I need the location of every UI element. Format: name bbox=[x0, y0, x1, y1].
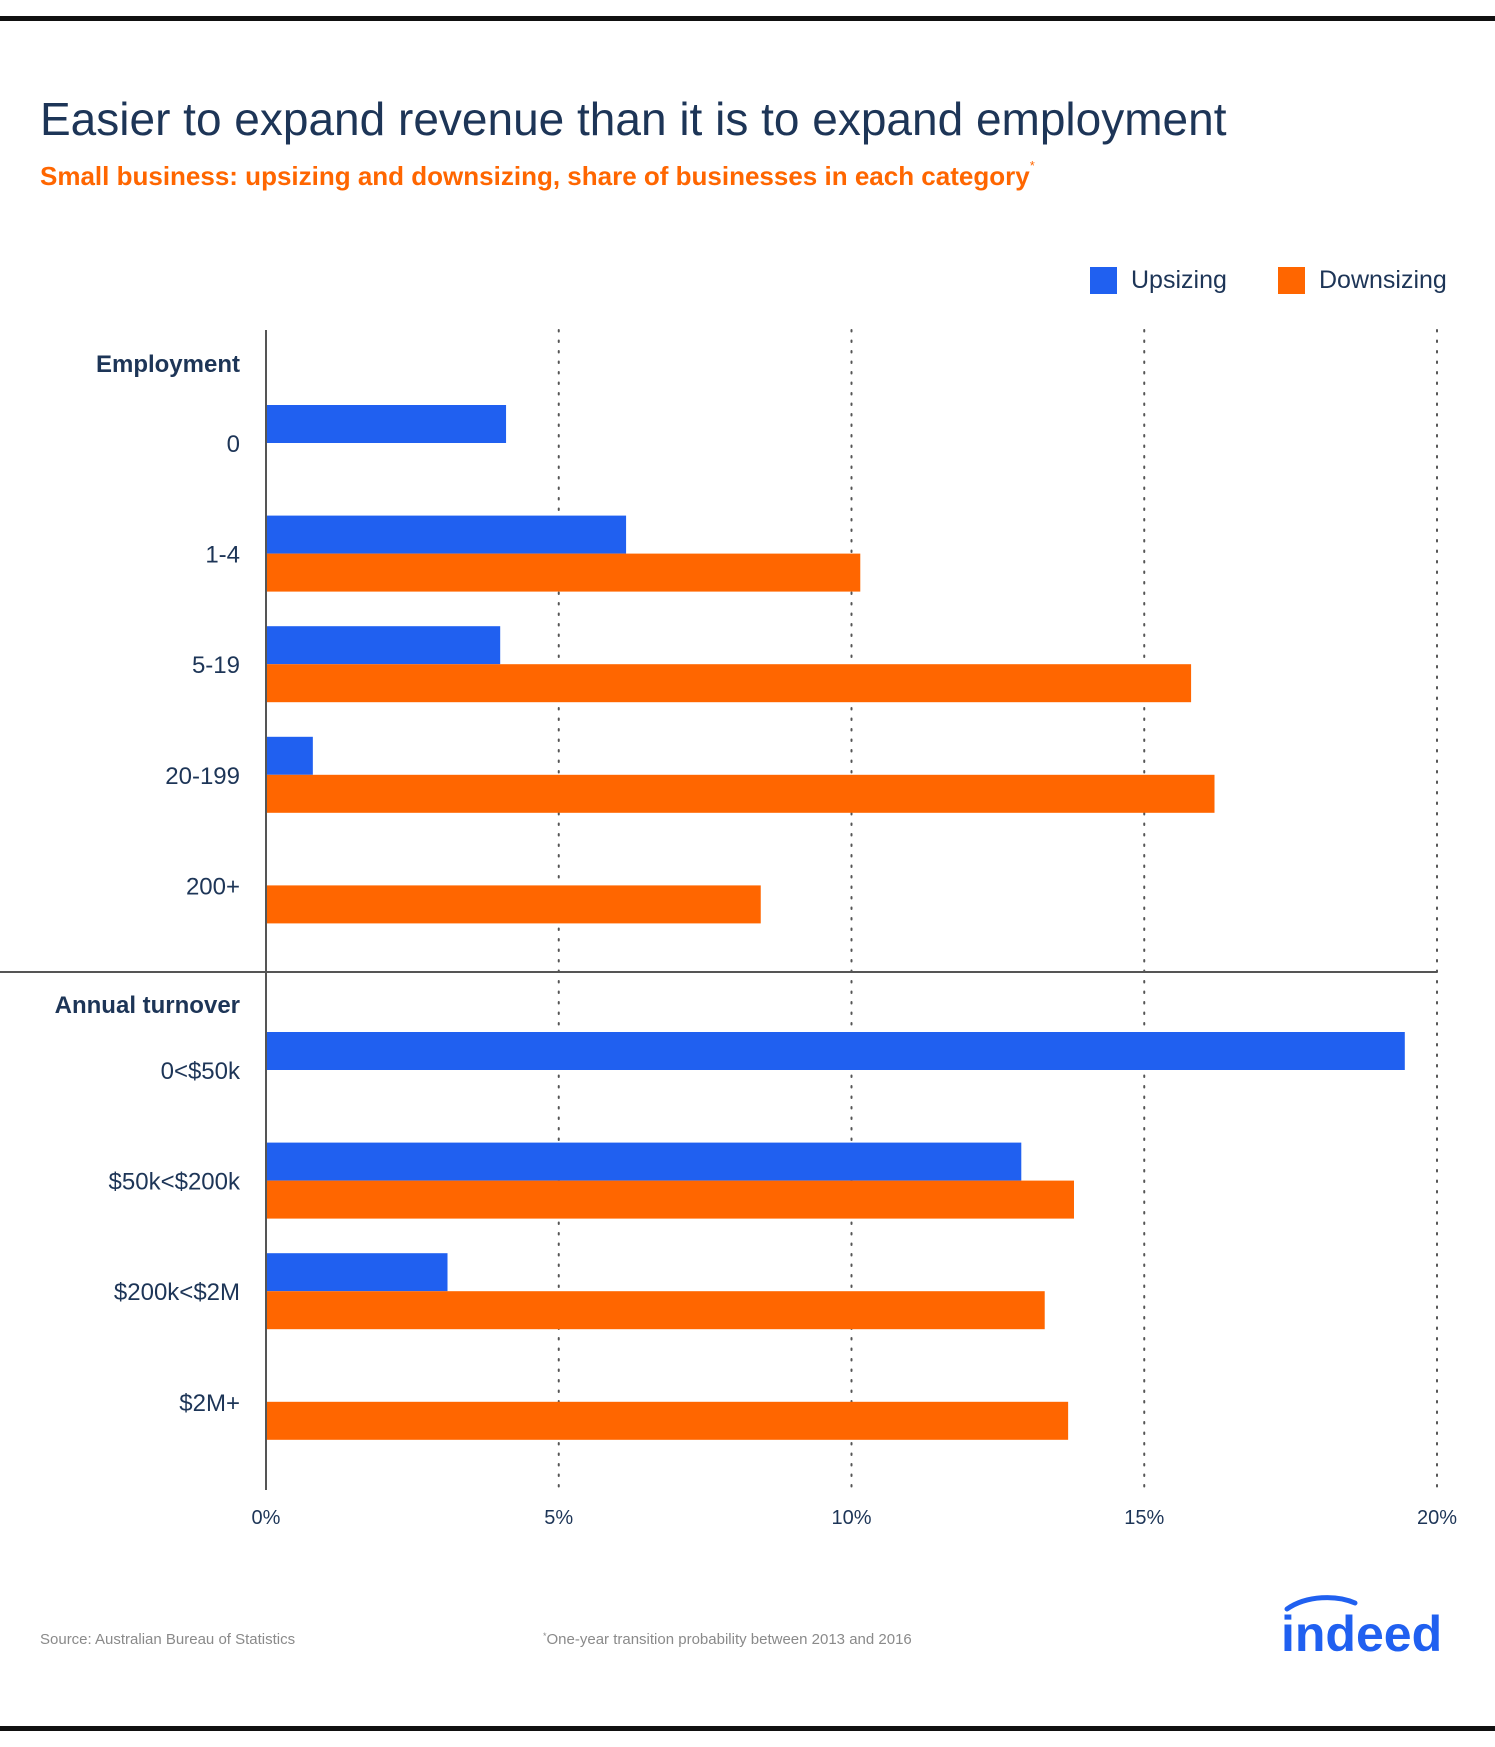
bar-downsizing bbox=[266, 553, 861, 592]
legend-item-upsizing: Upsizing bbox=[1090, 266, 1227, 295]
bar-upsizing bbox=[266, 626, 501, 665]
group-header: Employment bbox=[96, 351, 240, 378]
x-tick-label: 5% bbox=[544, 1507, 573, 1529]
group-header: Annual turnover bbox=[55, 992, 240, 1019]
bar-downsizing bbox=[266, 1180, 1074, 1219]
chart-title: Easier to expand revenue than it is to e… bbox=[40, 93, 1227, 145]
footnote-marker: * bbox=[543, 1631, 547, 1641]
top-rule bbox=[0, 16, 1495, 21]
subtitle-footnote-marker: * bbox=[1029, 158, 1035, 173]
bar-downsizing bbox=[266, 1291, 1045, 1330]
legend-label-downsizing: Downsizing bbox=[1319, 266, 1447, 294]
bar-upsizing bbox=[266, 1253, 448, 1292]
category-label: 0<$50k bbox=[161, 1058, 241, 1085]
legend-label-upsizing: Upsizing bbox=[1131, 266, 1227, 294]
bar-downsizing bbox=[266, 774, 1215, 813]
bar-upsizing bbox=[266, 1142, 1022, 1181]
bottom-rule bbox=[0, 1726, 1495, 1731]
bar-upsizing bbox=[266, 405, 507, 443]
category-label: $2M+ bbox=[179, 1390, 240, 1417]
category-label: $200k<$2M bbox=[114, 1279, 240, 1306]
subtitle-text: Small business: upsizing and downsizing,… bbox=[40, 161, 1030, 191]
legend-swatch-upsizing bbox=[1090, 267, 1117, 294]
legend-swatch-downsizing bbox=[1278, 267, 1305, 294]
bar-upsizing bbox=[266, 1032, 1405, 1070]
category-label: 1-4 bbox=[205, 542, 240, 569]
legend-item-downsizing: Downsizing bbox=[1278, 266, 1447, 295]
bar-downsizing bbox=[266, 885, 761, 924]
bar-upsizing bbox=[266, 736, 313, 775]
x-tick-label: 0% bbox=[252, 1507, 281, 1529]
category-label: 5-19 bbox=[192, 652, 240, 679]
footnote: *One-year transition probability between… bbox=[543, 1631, 912, 1648]
bar-downsizing bbox=[266, 664, 1192, 703]
category-label: 0 bbox=[227, 431, 240, 458]
x-tick-label: 15% bbox=[1124, 1507, 1164, 1529]
category-label: $50k<$200k bbox=[109, 1169, 241, 1196]
x-tick-label: 10% bbox=[831, 1507, 871, 1529]
bar-upsizing bbox=[266, 515, 627, 554]
category-label: 200+ bbox=[186, 873, 240, 900]
x-tick-label: 20% bbox=[1417, 1507, 1457, 1529]
logo-text: indeed bbox=[1281, 1606, 1442, 1659]
category-label: 20-199 bbox=[165, 763, 240, 790]
indeed-logo: indeed bbox=[1281, 1595, 1442, 1659]
source-note: Source: Australian Bureau of Statistics bbox=[40, 1631, 296, 1648]
bar-downsizing bbox=[266, 1401, 1069, 1440]
chart-subtitle: Small business: upsizing and downsizing,… bbox=[40, 159, 1035, 191]
footnote-text: One-year transition probability between … bbox=[546, 1631, 912, 1648]
